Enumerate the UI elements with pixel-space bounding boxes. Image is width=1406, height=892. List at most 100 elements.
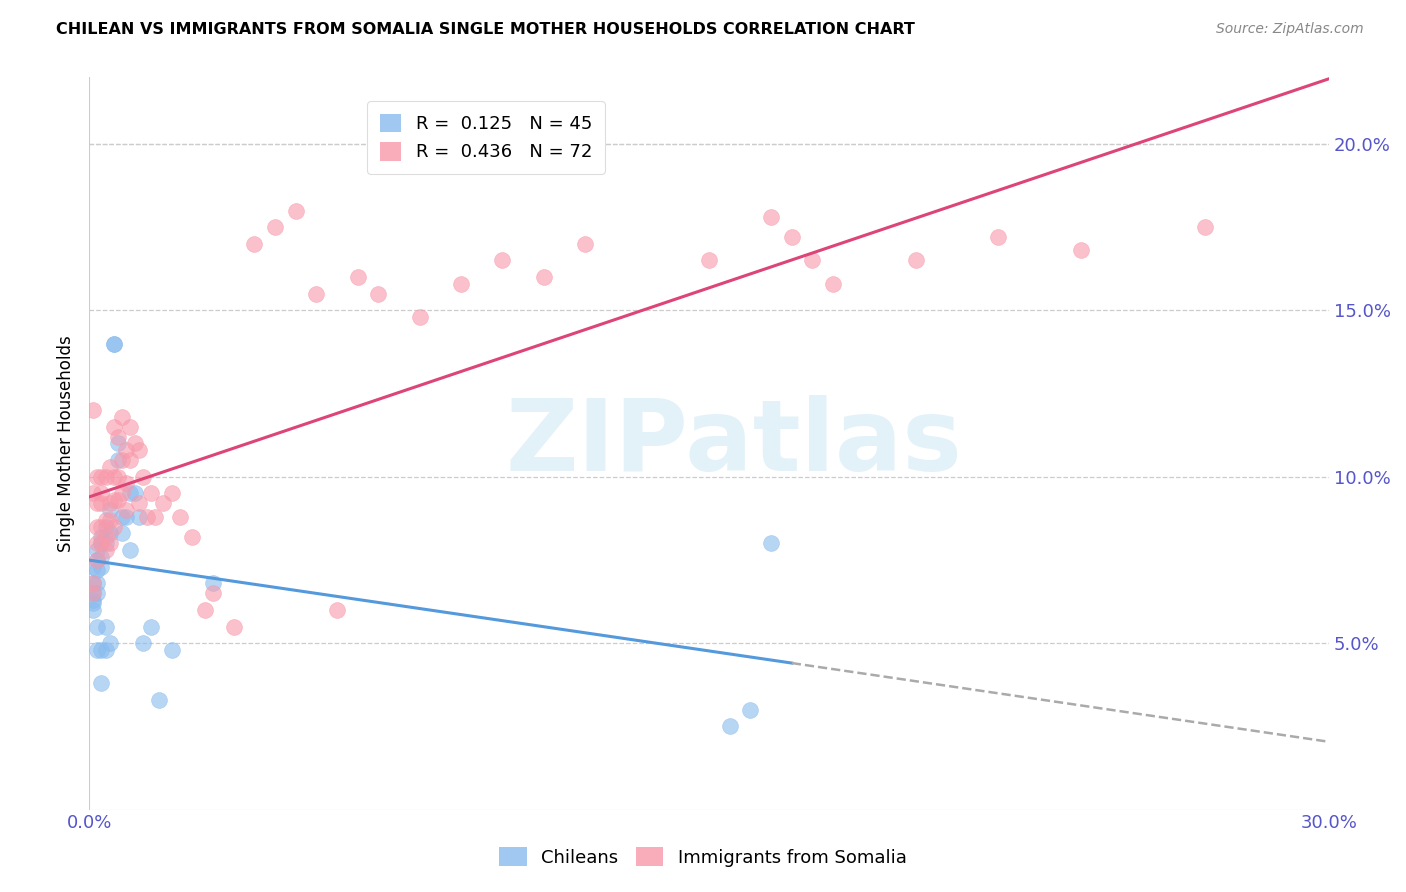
- Point: [202, 576, 225, 591]
- Point: [160, 642, 183, 657]
- Point: [326, 603, 349, 617]
- Point: [132, 636, 155, 650]
- Point: [98, 636, 121, 650]
- Point: [148, 692, 170, 706]
- Point: [409, 310, 432, 324]
- Point: [823, 277, 845, 291]
- Point: [103, 420, 125, 434]
- Y-axis label: Single Mother Households: Single Mother Households: [58, 335, 75, 552]
- Point: [98, 536, 121, 550]
- Text: CHILEAN VS IMMIGRANTS FROM SOMALIA SINGLE MOTHER HOUSEHOLDS CORRELATION CHART: CHILEAN VS IMMIGRANTS FROM SOMALIA SINGL…: [56, 22, 915, 37]
- Text: Source: ZipAtlas.com: Source: ZipAtlas.com: [1216, 22, 1364, 37]
- Point: [120, 420, 142, 434]
- Point: [718, 719, 741, 733]
- Point: [120, 543, 142, 558]
- Point: [98, 513, 121, 527]
- Point: [305, 286, 328, 301]
- Point: [90, 496, 112, 510]
- Point: [86, 469, 108, 483]
- Point: [740, 703, 762, 717]
- Point: [90, 549, 112, 564]
- Point: [107, 493, 129, 508]
- Point: [86, 576, 108, 591]
- Point: [90, 536, 112, 550]
- Point: [86, 553, 108, 567]
- Point: [98, 526, 121, 541]
- Point: [115, 503, 138, 517]
- Point: [103, 469, 125, 483]
- Point: [124, 486, 146, 500]
- Point: [107, 469, 129, 483]
- Point: [160, 486, 183, 500]
- Point: [128, 509, 150, 524]
- Point: [94, 469, 117, 483]
- Point: [801, 253, 824, 268]
- Point: [491, 253, 513, 268]
- Point: [82, 586, 104, 600]
- Point: [86, 519, 108, 533]
- Point: [94, 543, 117, 558]
- Point: [264, 220, 287, 235]
- Point: [574, 236, 596, 251]
- Point: [143, 509, 166, 524]
- Point: [169, 509, 191, 524]
- Point: [82, 576, 104, 591]
- Point: [86, 496, 108, 510]
- Point: [111, 453, 134, 467]
- Point: [111, 486, 134, 500]
- Point: [697, 253, 720, 268]
- Point: [86, 543, 108, 558]
- Point: [90, 536, 112, 550]
- Point: [103, 336, 125, 351]
- Point: [82, 596, 104, 610]
- Point: [86, 553, 108, 567]
- Point: [94, 536, 117, 550]
- Point: [284, 203, 307, 218]
- Point: [128, 443, 150, 458]
- Point: [107, 430, 129, 444]
- Point: [128, 496, 150, 510]
- Point: [202, 586, 225, 600]
- Point: [107, 436, 129, 450]
- Point: [759, 536, 782, 550]
- Point: [124, 436, 146, 450]
- Point: [107, 453, 129, 467]
- Point: [90, 559, 112, 574]
- Point: [904, 253, 927, 268]
- Point: [346, 270, 368, 285]
- Point: [243, 236, 266, 251]
- Point: [115, 509, 138, 524]
- Point: [98, 496, 121, 510]
- Point: [86, 642, 108, 657]
- Point: [94, 642, 117, 657]
- Point: [222, 619, 245, 633]
- Point: [90, 469, 112, 483]
- Point: [90, 519, 112, 533]
- Text: ZIPatlas: ZIPatlas: [506, 395, 962, 492]
- Point: [94, 513, 117, 527]
- Point: [103, 336, 125, 351]
- Point: [98, 503, 121, 517]
- Point: [82, 403, 104, 417]
- Point: [94, 619, 117, 633]
- Point: [115, 443, 138, 458]
- Point: [86, 619, 108, 633]
- Point: [82, 559, 104, 574]
- Point: [90, 642, 112, 657]
- Legend: R =  0.125   N = 45, R =  0.436   N = 72: R = 0.125 N = 45, R = 0.436 N = 72: [367, 101, 605, 174]
- Point: [139, 619, 162, 633]
- Point: [780, 230, 803, 244]
- Point: [136, 509, 159, 524]
- Point: [90, 530, 112, 544]
- Legend: Chileans, Immigrants from Somalia: Chileans, Immigrants from Somalia: [492, 840, 914, 874]
- Point: [120, 486, 142, 500]
- Point: [103, 519, 125, 533]
- Point: [152, 496, 174, 510]
- Point: [120, 453, 142, 467]
- Point: [759, 211, 782, 225]
- Point: [82, 486, 104, 500]
- Point: [86, 586, 108, 600]
- Point: [111, 526, 134, 541]
- Point: [98, 459, 121, 474]
- Point: [90, 676, 112, 690]
